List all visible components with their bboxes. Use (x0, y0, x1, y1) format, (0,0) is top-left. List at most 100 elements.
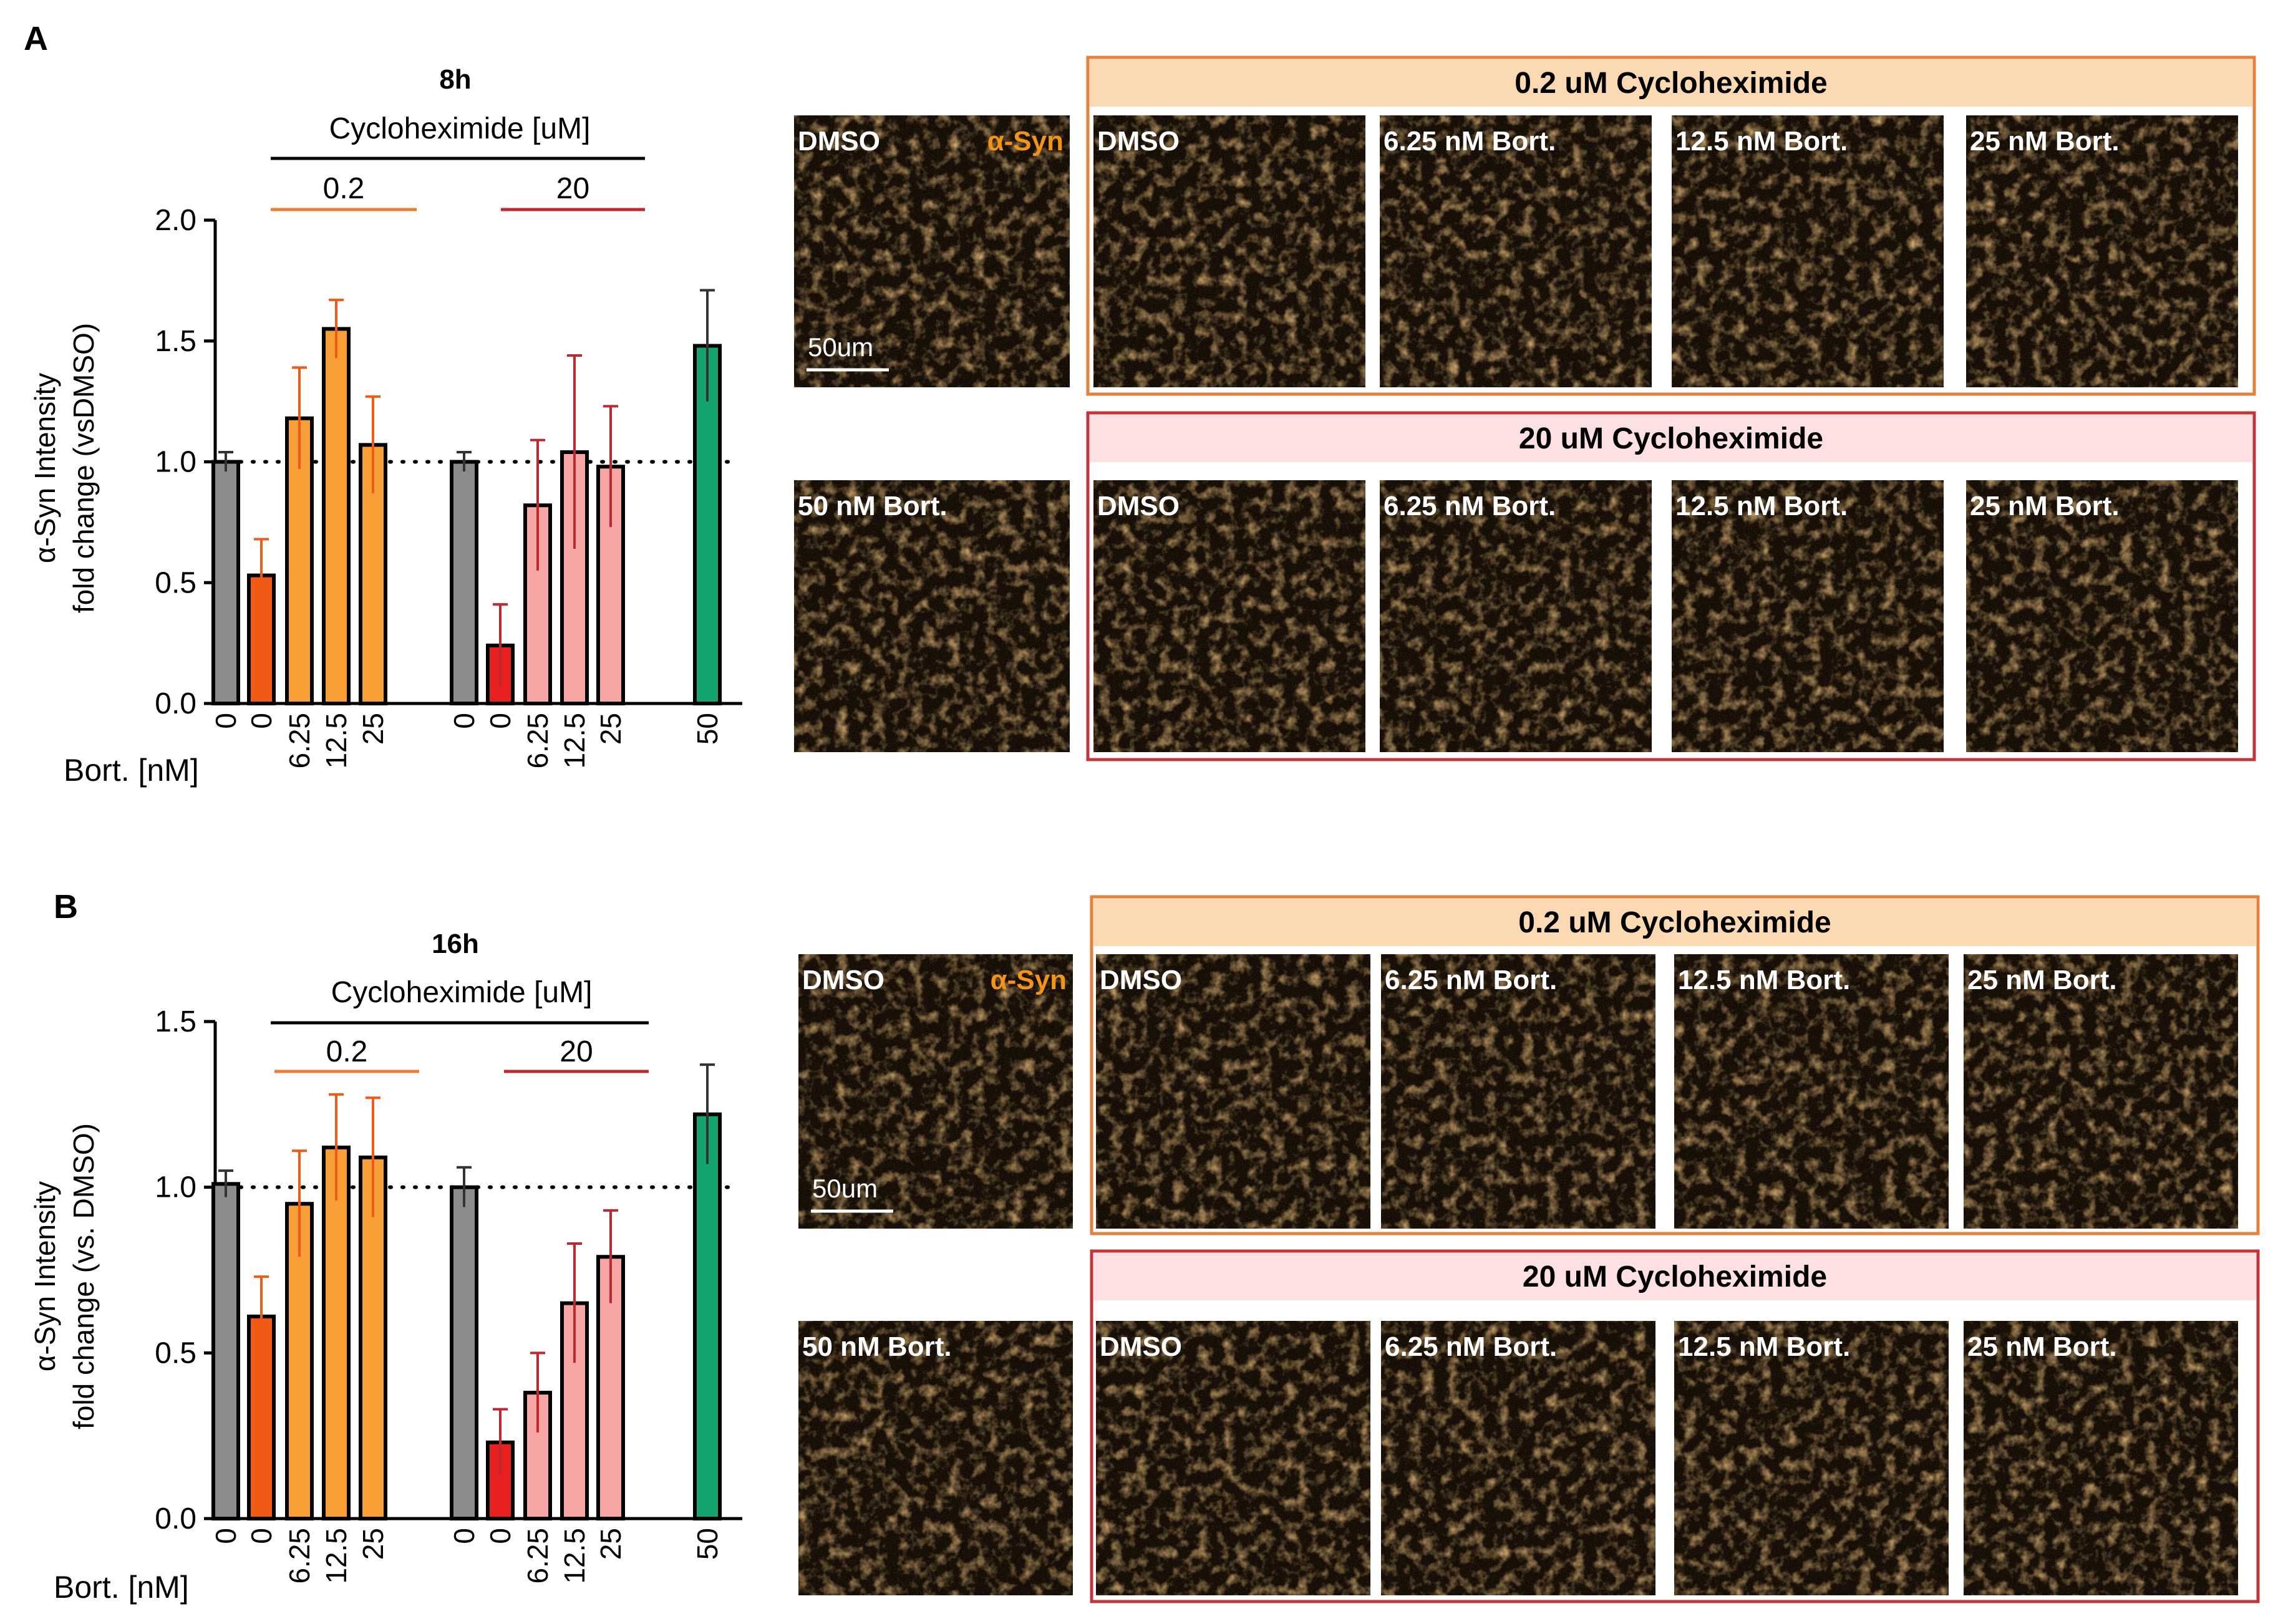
bar (450, 1185, 478, 1520)
micrograph-label: DMSO (802, 965, 884, 995)
bar (285, 416, 314, 705)
condition-header-bg-02 (1093, 899, 2256, 946)
panel-b: B 16h Cycloheximide [uM] 0.2 20 0.0 0.5 1.0 1.5 α… (29, 888, 2260, 1605)
micrograph-tile-signal (1964, 1321, 2238, 1595)
channel-label: α-Syn (987, 126, 1064, 157)
x-tick-label: 12.5 (558, 1528, 591, 1584)
group-header-label: Cycloheximide [uM] (331, 976, 593, 1009)
micrograph-tile-signal (1964, 954, 2238, 1229)
bar (211, 460, 240, 705)
x-axis-label: Bort. [nM] (64, 753, 199, 788)
condition-header-bg-02 (1090, 59, 2252, 107)
micrograph-label: 12.5 nM Bort. (1675, 491, 1848, 521)
y-axis-label-line2: fold change (vs. DMSO) (67, 1123, 100, 1429)
y-tick-label: 0.5 (155, 1336, 196, 1370)
channel-label: α-Syn (991, 965, 1067, 995)
bar (322, 327, 351, 705)
y-tick-label: 1.5 (155, 1005, 196, 1038)
micrograph-label: DMSO (1097, 126, 1180, 157)
scale-bar-label: 50um (812, 1174, 878, 1203)
micrograph-control-dmso-signal (798, 954, 1073, 1229)
x-tick-label: 25 (594, 1528, 627, 1560)
bar (693, 1112, 722, 1520)
micrograph-tile-signal (1966, 115, 2238, 387)
micrograph-label: 50 nM Bort. (802, 1332, 952, 1362)
micrograph-control-bort-signal (794, 480, 1070, 752)
x-tick-label: 6.25 (283, 1528, 316, 1584)
micrograph-label: 6.25 nM Bort. (1384, 126, 1556, 157)
bar (693, 344, 722, 705)
micrograph-label: 25 nM Bort. (1967, 965, 2117, 995)
x-tick-label: 0 (245, 1528, 278, 1544)
x-tick-label: 25 (357, 713, 389, 745)
y-axis-label-line2: fold change (vsDMSO) (67, 323, 100, 613)
bar (322, 1145, 351, 1520)
x-tick-label: 50 (691, 713, 724, 745)
condition-header-20: 20 uM Cycloheximide (1523, 1260, 1827, 1293)
x-tick-label: 12.5 (320, 713, 352, 769)
micrograph-control-dmso-signal (794, 115, 1070, 387)
x-tick-label: 12.5 (558, 713, 591, 769)
x-tick-label: 0 (210, 713, 242, 729)
condition-header-bg-20 (1090, 415, 2252, 462)
micrograph-control-bort-signal (798, 1321, 1073, 1595)
y-axis-label-line1: α-Syn Intensity (29, 1181, 61, 1371)
panel-letter: A (24, 20, 48, 57)
x-tick-label: 12.5 (320, 1528, 352, 1584)
x-tick-label: 0 (484, 713, 516, 729)
y-tick-label: 1.0 (155, 446, 196, 479)
chart-title: 8h (439, 64, 471, 95)
y-tick-label: 2.0 (155, 204, 196, 237)
condition-header-02: 0.2 uM Cycloheximide (1515, 67, 1828, 100)
panel-a: A 8h Cycloheximide [uM] 0.2 20 0.0 0.5 1.0 1.5 2.… (24, 20, 2256, 788)
micrograph-tile-signal (1096, 1321, 1370, 1595)
micrograph-tile-signal (1672, 115, 1944, 387)
x-tick-label: 0 (484, 1528, 516, 1544)
micrograph-label: 6.25 nM Bort. (1384, 491, 1556, 521)
micrograph-label: 12.5 nM Bort. (1678, 1332, 1850, 1362)
micrograph-tile-signal (1096, 954, 1370, 1229)
micrograph-tile-signal (1093, 480, 1365, 752)
x-tick-label: 50 (691, 1528, 724, 1560)
micrograph-tile-signal (1380, 480, 1652, 752)
micrograph-tile-signal (1381, 1321, 1655, 1595)
y-tick-label: 0.0 (155, 1502, 196, 1535)
bar (211, 1182, 240, 1521)
micrograph-label: DMSO (1100, 965, 1182, 995)
scale-bar-label: 50um (808, 332, 873, 362)
y-axis-label-line1: α-Syn Intensity (29, 373, 61, 563)
micrograph-group: 0.2 uM Cycloheximide 20 uM Cycloheximide D… (798, 895, 2260, 1603)
micrograph-label: DMSO (1097, 491, 1180, 521)
y-tick-label: 0.5 (155, 566, 196, 599)
x-tick-label: 6.25 (521, 713, 554, 769)
x-tick-label: 25 (357, 1528, 389, 1560)
figure-layer: A 8h Cycloheximide [uM] 0.2 20 0.0 0.5 1.0 1.5 2.… (24, 20, 2260, 1605)
x-tick-label: 25 (594, 713, 627, 745)
group-header-label: Cycloheximide [uM] (329, 112, 591, 145)
subgroup-label-02: 0.2 (323, 172, 365, 205)
micrograph-label: 25 nM Bort. (1967, 1332, 2117, 1362)
x-tick-label: 6.25 (521, 1528, 554, 1584)
micrograph-label: 6.25 nM Bort. (1385, 1332, 1557, 1362)
bar (359, 1155, 387, 1520)
x-axis-label: Bort. [nM] (54, 1570, 189, 1605)
x-tick-label: 0 (210, 1528, 242, 1544)
y-tick-label: 1.0 (155, 1171, 196, 1204)
subgroup-label-20: 20 (556, 172, 589, 205)
x-tick-label: 0 (448, 713, 480, 729)
micrograph-label: 12.5 nM Bort. (1675, 126, 1848, 157)
micrograph-label: 25 nM Bort. (1970, 491, 2120, 521)
subgroup-label-20: 20 (560, 1035, 593, 1068)
condition-header-02: 0.2 uM Cycloheximide (1518, 906, 1831, 939)
micrograph-label: DMSO (1100, 1332, 1182, 1362)
micrograph-label: 12.5 nM Bort. (1678, 965, 1850, 995)
micrograph-tile-signal (1672, 480, 1944, 752)
micrograph-tile-signal (1380, 115, 1652, 387)
micrograph-label: 50 nM Bort. (798, 491, 947, 521)
micrograph-tile-signal (1674, 954, 1949, 1229)
x-tick-label: 0 (245, 713, 278, 729)
condition-header-20: 20 uM Cycloheximide (1519, 422, 1823, 455)
x-tick-label: 6.25 (283, 713, 316, 769)
